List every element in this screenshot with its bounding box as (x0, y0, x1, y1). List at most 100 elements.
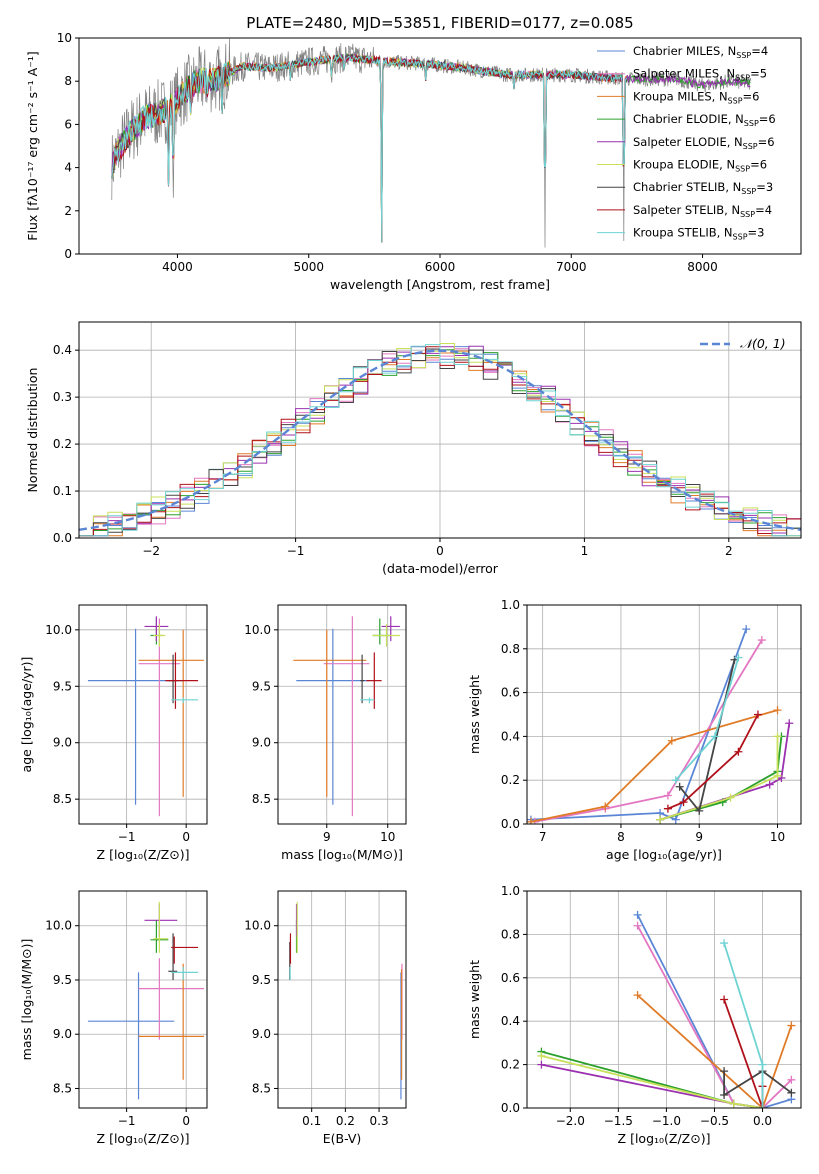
errorbar-kroupa-elodie (153, 624, 166, 647)
x-tick-label: 0.0 (753, 1114, 772, 1128)
y-tick-label: 9.0 (53, 1027, 72, 1041)
data-point-marker (537, 1060, 546, 1069)
y-tick-label: 8.5 (53, 1081, 72, 1095)
y-tick-label: 1.0 (501, 884, 520, 898)
y-tick-label: 0.2 (501, 1058, 520, 1072)
y-tick-label: 1.0 (501, 598, 520, 612)
legend-entry: Kroupa ELODIE, NSSP=6 (633, 158, 767, 174)
axes-frame (78, 37, 802, 255)
normal-distribution-curve (79, 349, 801, 531)
data-point-marker (757, 636, 766, 645)
y-tick-label: 10 (57, 31, 72, 45)
y-tick-label: 8.5 (252, 1081, 271, 1095)
legend-entry: Salpeter MILES, NSSP=5 (633, 67, 767, 83)
data-point-marker (663, 791, 672, 800)
data-point-marker (695, 806, 704, 815)
x-tick-label: 0 (436, 544, 444, 558)
y-tick-label: 9.5 (53, 679, 72, 693)
axes-frame (78, 604, 208, 825)
y-tick-label: 8 (64, 74, 72, 88)
errorbar-kroupa-miles (138, 629, 205, 797)
data-point-marker (720, 939, 729, 948)
y-tick-label: 0.4 (501, 1014, 520, 1028)
x-tick-label: −1 (118, 830, 136, 844)
data-point-marker (537, 1051, 546, 1060)
data-point-marker (675, 782, 684, 791)
y-tick-label: 10.0 (244, 919, 271, 933)
data-point-marker (787, 1075, 796, 1084)
data-point-marker (720, 995, 729, 1004)
data-point-marker (633, 921, 642, 930)
y-tick-label: 9.5 (53, 973, 72, 987)
y-axis-label: age [log₁₀(age/yr)] (19, 657, 34, 773)
x-axis-label: Z [log₁₀(Z/Z⊙)] (97, 1131, 190, 1146)
x-tick-label: 4000 (162, 260, 193, 274)
y-axis-label: Flux [fλ10⁻¹⁷ erg cm⁻² s⁻¹ A⁻¹] (25, 51, 40, 240)
data-point-marker (601, 802, 610, 811)
legend-entry: Kroupa MILES, NSSP=6 (633, 89, 759, 105)
x-axis-label: E(B-V) (323, 1131, 362, 1146)
x-tick-label: 0 (182, 830, 190, 844)
x-tick-label: 0 (182, 1114, 190, 1128)
series-line (659, 736, 779, 821)
data-point-marker (773, 771, 782, 780)
mass_weight_vs_Z-plot-area (537, 910, 796, 1108)
data-point-marker (758, 1104, 767, 1108)
legend-entry: Salpeter ELODIE, NSSP=6 (633, 135, 775, 151)
errorbar-salpeter-miles (138, 958, 205, 1040)
x-axis-label: age [log₁₀(age/yr)] (606, 847, 722, 862)
model-spectrum-kroupa-stelib (111, 53, 627, 243)
errorbar-chabrier-stelib (360, 654, 365, 704)
y-tick-label: 0.4 (53, 343, 72, 357)
y-axis-label: mass weight (467, 675, 482, 754)
y-tick-label: 0.6 (501, 971, 520, 985)
y-tick-label: 9.0 (252, 1027, 271, 1041)
errorbar-salpeter-stelib (171, 936, 199, 964)
x-axis-label: (data-model)/error (382, 561, 499, 576)
data-point-marker (679, 798, 688, 807)
series-line (530, 628, 748, 821)
series-line (636, 994, 793, 1108)
series-line (659, 736, 783, 821)
errorbar-kroupa-stelib (171, 966, 199, 980)
data-point-marker (726, 793, 735, 802)
data-point-marker (710, 732, 719, 741)
series-line (534, 639, 763, 823)
x-tick-label: 0.2 (336, 1114, 355, 1128)
spectrum-plot-area (111, 38, 752, 248)
data-point-marker (765, 780, 774, 789)
legend-entry: Chabrier STELIB, NSSP=3 (633, 180, 773, 196)
y-tick-label: 8.5 (252, 792, 271, 806)
legend-entry: 𝒩(0, 1) (740, 336, 786, 351)
y-tick-label: 0.3 (53, 390, 72, 404)
x-tick-label: −0.5 (700, 1114, 729, 1128)
x-tick-label: −2 (142, 544, 160, 558)
legend-entry: Chabrier ELODIE, NSSP=6 (633, 112, 776, 128)
y-tick-label: 10.0 (244, 623, 271, 637)
age_vs_Z-panel: −1 0 8.5 9.0 9.5 10.0 Z [log₁₀(Z/Z⊙)] age [log₁… (19, 604, 208, 862)
data-point-marker (773, 706, 782, 715)
data-point-marker (633, 991, 642, 1000)
axes-frame (277, 890, 407, 1109)
series-salpeter-stelib (663, 710, 762, 813)
series-line (723, 1070, 792, 1097)
y-tick-label: 0.2 (501, 773, 520, 787)
model-spectrum-chabrier-stelib (111, 53, 627, 243)
data-point-marker (720, 1067, 729, 1076)
data-point-marker (734, 653, 743, 662)
errorbar-salpeter-elodie (144, 616, 169, 642)
y-tick-label: 0.2 (53, 437, 72, 451)
data-point-marker (663, 804, 672, 813)
x-axis-label: wavelength [Angstrom, rest frame] (330, 277, 550, 292)
x-tick-label: −1.5 (604, 1114, 633, 1128)
data-point-marker (758, 1060, 767, 1069)
mass_vs_Z-panel: −1 0 8.5 9.0 9.5 10.0 Z [log₁₀(Z/Z⊙)] mass [log… (19, 890, 208, 1146)
y-tick-label: 0.0 (53, 531, 72, 545)
x-tick-label: 8000 (687, 260, 718, 274)
series-kroupa-stelib (720, 939, 767, 1108)
y-tick-label: 0.4 (501, 729, 520, 743)
histogram-kroupa-stelib (79, 344, 801, 537)
data-point-marker (753, 710, 762, 719)
age_vs_Z-plot-area (87, 616, 205, 817)
x-axis-label: Z [log₁₀(Z/Z⊙)] (97, 847, 190, 862)
